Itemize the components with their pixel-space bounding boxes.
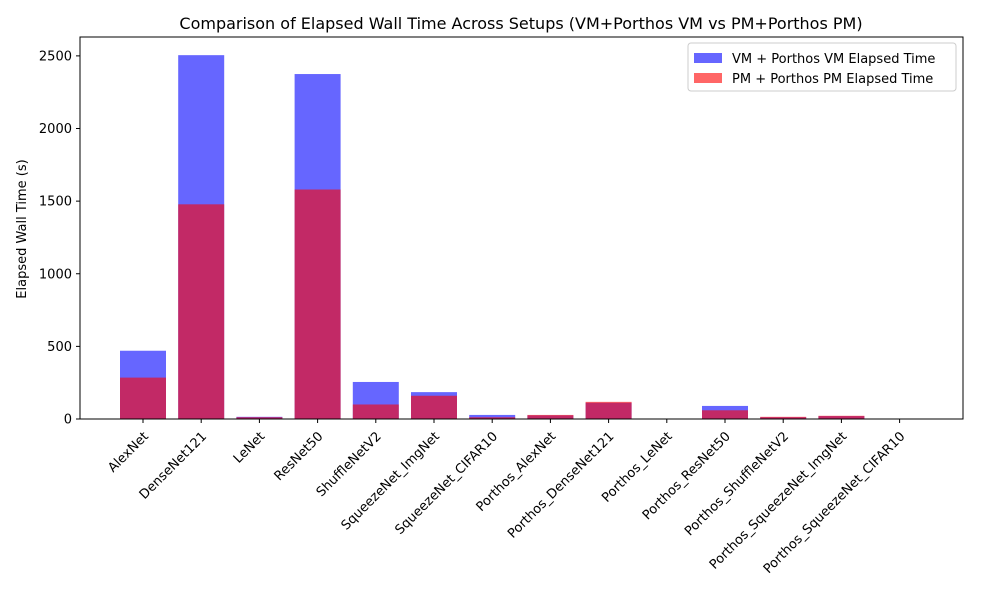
bar-series1-7 (527, 414, 574, 419)
bar-series1-1 (178, 204, 225, 419)
y-axis: 0 500 1000 1500 2000 2500 (39, 49, 80, 428)
legend-swatch-0 (694, 53, 722, 63)
bar-series1-12 (818, 415, 865, 419)
x-tick-label-3: ResNet50 (272, 429, 327, 484)
bar-series1-11 (760, 416, 807, 419)
x-tick-label-0: AlexNet (105, 429, 152, 476)
bar-series1-8 (585, 401, 632, 419)
legend-swatch-1 (694, 73, 722, 83)
y-tick-label-0: 0 (64, 413, 72, 428)
bar-series1-10 (702, 410, 748, 419)
y-tick-label-4: 2000 (39, 122, 72, 137)
x-tick-label-6: SqueezeNet_CIFAR10 (392, 429, 501, 538)
bar-series1-3 (294, 189, 341, 419)
x-tick-label-11: Porthos_ShuffleNetV2 (682, 429, 792, 539)
x-tick-label-2: LeNet (231, 429, 268, 466)
bar-series1-5 (411, 395, 457, 419)
y-axis-label: Elapsed Wall Time (s) (15, 159, 30, 298)
y-tick-label-5: 2500 (39, 49, 72, 64)
legend-label-1: PM + Porthos PM Elapsed Time (732, 72, 933, 87)
bar-series1-6 (469, 417, 516, 419)
chart-title: Comparison of Elapsed Wall Time Across S… (179, 14, 862, 33)
legend: VM + Porthos VM Elapsed Time PM + Porthos… (687, 42, 957, 92)
y-tick-label-1: 500 (47, 340, 72, 355)
bar-series1-2 (236, 417, 283, 419)
bar-series1-4 (352, 404, 399, 419)
y-tick-label-3: 1500 (39, 195, 72, 210)
legend-box (687, 42, 957, 92)
x-tick-label-8: Porthos_DenseNet121 (505, 429, 617, 541)
x-tick-label-5: SqueezeNet_ImgNet (339, 429, 443, 533)
legend-label-0: VM + Porthos VM Elapsed Time (732, 52, 935, 67)
y-tick-label-2: 1000 (39, 267, 72, 282)
bar-series1-0 (120, 377, 166, 419)
bar-series0-6 (469, 414, 516, 419)
bars-layer (120, 55, 923, 419)
plot-area-frame (79, 36, 964, 420)
